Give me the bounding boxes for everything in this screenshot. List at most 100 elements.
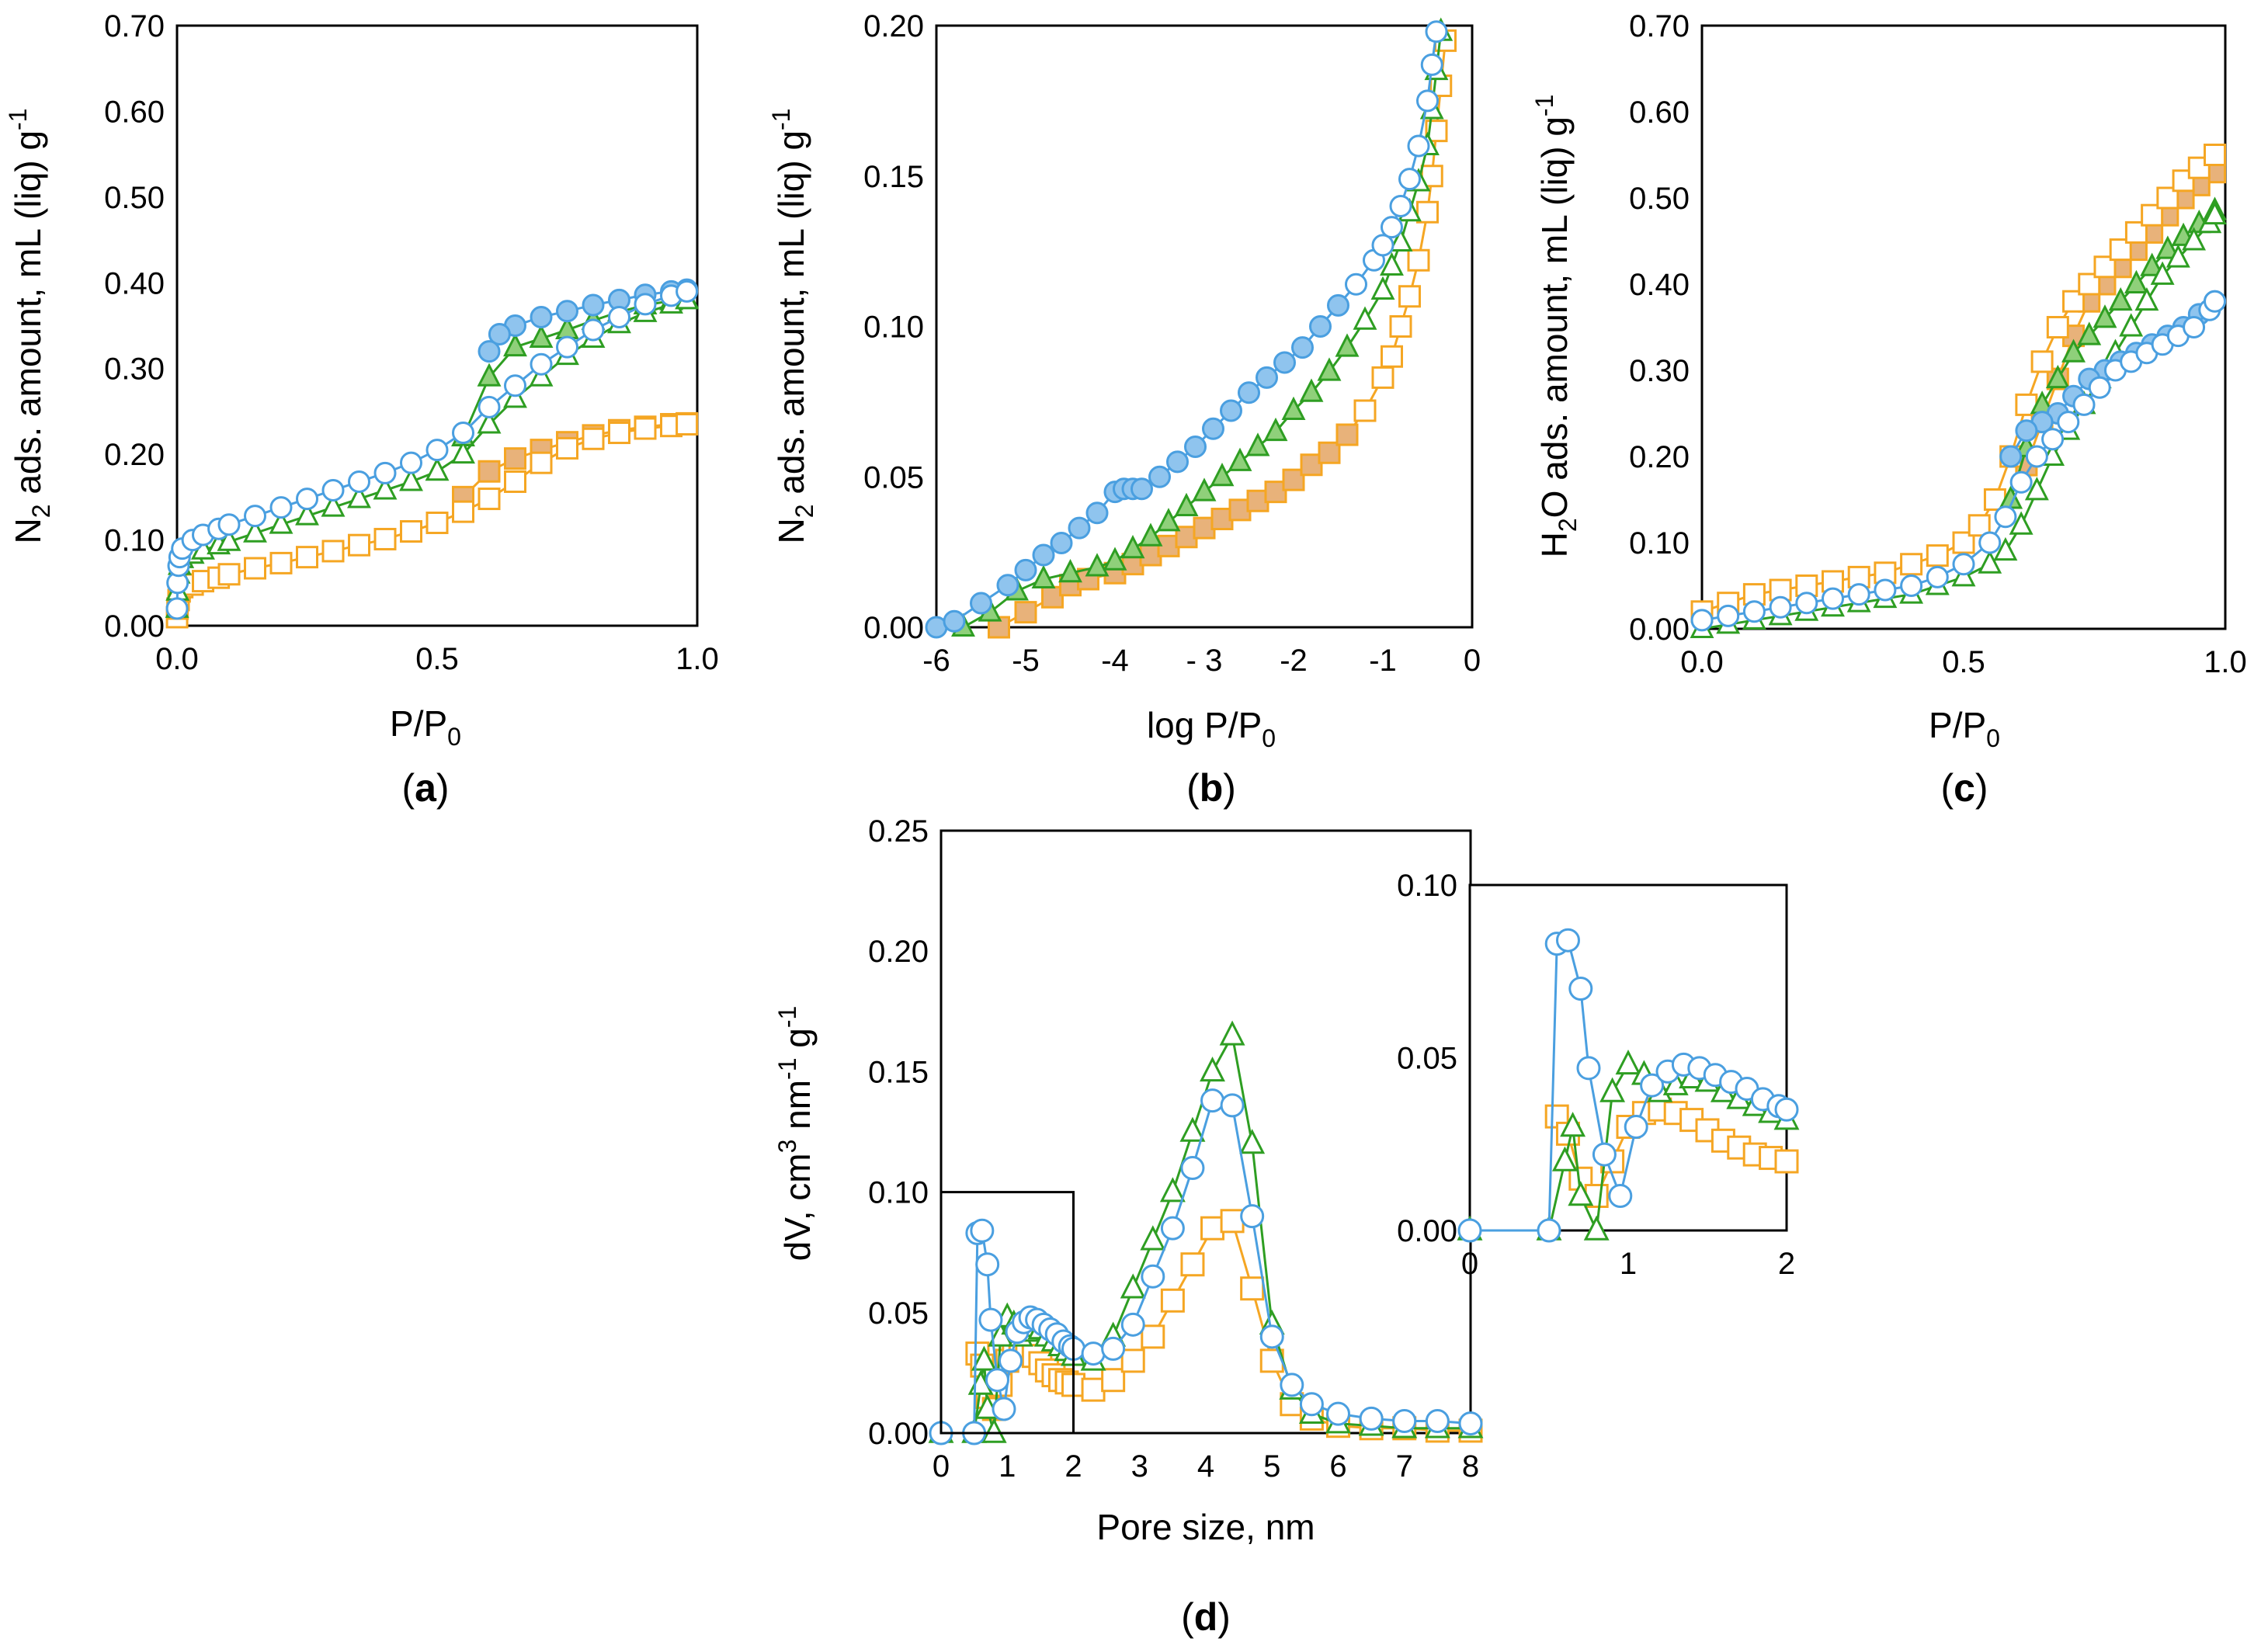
panel-d-blue-circles-point xyxy=(1180,1156,1205,1181)
panel-b-green-triangles-point xyxy=(1156,508,1181,532)
panel-d-inset-blue-circles-point xyxy=(1537,1218,1561,1243)
panel-b-blue-circles-point xyxy=(1166,450,1189,474)
panel-b-x-tick-label: -4 xyxy=(1101,644,1129,678)
panel-a-y-tick-label: 0.70 xyxy=(104,9,165,43)
panel-a-ads-orange-squares-point xyxy=(244,557,266,580)
panel-c-ads-blue-circles-point xyxy=(2057,411,2080,434)
panel-a-ads-green-triangles-point xyxy=(347,484,371,508)
panel-d-inset-blue-circles-point xyxy=(1640,1073,1665,1098)
panel-d-blue-circles-point xyxy=(970,1218,995,1243)
panel-d-blue-circles-point xyxy=(992,1397,1016,1421)
panel-a-ads-blue-circles-point xyxy=(676,279,699,303)
panel-d-inset-green-triangles-point xyxy=(1662,1070,1689,1095)
panel-c-ads-orange-squares-point xyxy=(2046,316,2069,338)
panel-a-ads-orange-squares-point xyxy=(425,511,449,534)
panel-b-x-tick-label: - 3 xyxy=(1186,644,1223,678)
panel-d-blue-circles-point xyxy=(1299,1392,1324,1417)
panel-a-ads-blue-circles-point xyxy=(425,439,449,462)
panel-d-orange-squares-point xyxy=(1141,1324,1165,1349)
panel-c-y-label: H2O ads. amount, mL (liq) g-1 xyxy=(1530,95,1582,558)
panel-c-des-green-triangles-point xyxy=(2124,269,2148,293)
panel-a-ads-orange-squares-point xyxy=(400,520,422,543)
panel-d-y-tick-label: 0.25 xyxy=(868,814,929,849)
panel-b: 0.00 0.05 0.10 0.15 0.20 -6 -5 -4 - 3 -2 -1 0 N2 a… xyxy=(767,9,1481,810)
panel-a-des-green-triangles-point xyxy=(503,332,527,357)
panel-a-des-orange-squares-point xyxy=(478,460,501,483)
panel-a-ads-green-triangles-point xyxy=(477,410,502,434)
panel-d-label: (d) xyxy=(1181,1595,1231,1639)
panel-c-ads-blue-circles-point xyxy=(2072,393,2096,416)
panel-d-inset-x-tick-label: 0 xyxy=(1461,1247,1478,1281)
panel-d-green-triangles-point xyxy=(1219,1020,1245,1046)
panel-c-ads-blue-circles-point xyxy=(1900,574,1923,597)
panel-b-green-triangles-point xyxy=(1085,553,1110,577)
panel-b-label: (b) xyxy=(1186,766,1236,810)
panel-b-blue-circles-point xyxy=(1345,272,1367,296)
panel-a-ads-blue-circles-point xyxy=(165,597,189,620)
panel-a-y-tick-label: 0.10 xyxy=(104,524,165,558)
panel-a-des-blue-circles-point xyxy=(582,293,605,317)
panel-c-x-tick-label: 1.0 xyxy=(2204,645,2247,679)
panel-c-ads-blue-circles-point xyxy=(2009,470,2033,494)
panel-d-green-triangles-point xyxy=(1179,1116,1206,1142)
panel-a-ads-blue-circles-point xyxy=(400,451,422,474)
panel-c-ads-blue-circles-point xyxy=(2025,445,2048,468)
panel-b-green-triangles-point xyxy=(1174,492,1199,516)
panel-d-blue-circles-point xyxy=(1259,1324,1284,1349)
panel-b-orange-squares-point xyxy=(1398,285,1421,308)
panel-b-blue-circles-point xyxy=(1050,532,1073,554)
panel-a-ads-blue-circles-point xyxy=(373,461,397,484)
panel-c-ads-blue-circles-point xyxy=(1690,609,1714,632)
panel-a-des-blue-circles-point xyxy=(530,305,553,328)
panel-d-x-tick-label: 4 xyxy=(1197,1449,1214,1484)
panel-c-ads-blue-circles-point xyxy=(1717,604,1740,627)
panel-d-blue-circles-point xyxy=(1280,1373,1304,1397)
panel-c-ads-green-triangles-point xyxy=(2165,244,2190,268)
panel-c-x-label: P/P0 xyxy=(1929,705,2000,752)
panel-a-ads-green-triangles-point xyxy=(295,502,319,526)
panel-b-blue-circles-point xyxy=(1291,336,1314,359)
panel-b-x-tick-label: -6 xyxy=(922,644,950,678)
panel-c-y-tick-label: 0.20 xyxy=(1629,440,1690,474)
panel-c-ads-blue-circles-point xyxy=(2204,290,2227,313)
panel-c-des-blue-circles-point xyxy=(1999,445,2023,468)
panel-d-inset-blue-circles-point xyxy=(1568,977,1593,1001)
panel-d-inset-green-triangles-point xyxy=(1583,1215,1610,1241)
panel-c-marks xyxy=(1690,144,2227,638)
panel-a: 0.00 0.10 0.20 0.30 0.40 0.50 0.60 0.70 0.0 0.5 1… xyxy=(4,9,719,810)
panel-c-ads-blue-circles-point xyxy=(1769,595,1792,619)
panel-c-y-ticks: 0.00 0.10 0.20 0.30 0.40 0.50 0.60 0.70 xyxy=(1629,9,1690,647)
panel-a-ads-blue-circles-point xyxy=(296,488,318,511)
panel-a-des-green-triangles-line xyxy=(462,297,687,438)
panel-d-inset-y-tick-label: 0.00 xyxy=(1397,1214,1457,1248)
panel-a-ads-orange-squares-point xyxy=(348,533,370,557)
panel-d-green-triangles-point xyxy=(1239,1129,1266,1154)
panel-a-ads-blue-circles-point xyxy=(348,470,370,493)
panel-c-ads-blue-circles-point xyxy=(1822,587,1844,610)
panel-d-blue-circles-point xyxy=(1160,1216,1185,1241)
panel-b-green-triangles-point xyxy=(1138,522,1163,547)
panel-d-x-tick-label: 3 xyxy=(1131,1449,1148,1484)
panel-b-marks xyxy=(925,17,1457,639)
panel-b-green-triangles-point xyxy=(1210,463,1235,487)
panel-d-y-ticks: 0.00 0.05 0.10 0.15 0.20 0.25 xyxy=(868,814,929,1451)
panel-d-blue-circles-point xyxy=(1359,1406,1384,1431)
panel-b-orange-squares-point xyxy=(1416,200,1439,224)
panel-c-ads-green-triangles-point xyxy=(2134,286,2159,311)
panel-c-ads-green-triangles-point xyxy=(2182,227,2207,251)
panel-d-inset-blue-circles-point xyxy=(1555,928,1580,953)
panel-c-ads-green-triangles-point xyxy=(2009,511,2034,535)
panel-a-ads-blue-circles-point xyxy=(556,335,578,359)
panel-d-blue-circles-point xyxy=(1425,1408,1450,1433)
panel-b-orange-squares-point xyxy=(1381,345,1403,368)
panel-a-ads-blue-circles-point xyxy=(321,479,345,502)
panel-b-y-tick-label: 0.15 xyxy=(863,160,924,194)
panel-d-inset-orange-squares-point xyxy=(1774,1149,1799,1174)
panel-a-ads-orange-squares-point xyxy=(296,546,318,569)
panel-d-y-tick-label: 0.15 xyxy=(868,1055,929,1089)
panel-a-x-tick-label: 0.0 xyxy=(155,642,199,676)
panel-d-inset-blue-circles-point xyxy=(1592,1142,1617,1167)
panel-d-orange-squares-point xyxy=(1160,1288,1185,1313)
panel-c-ads-blue-circles-point xyxy=(1952,553,1975,576)
